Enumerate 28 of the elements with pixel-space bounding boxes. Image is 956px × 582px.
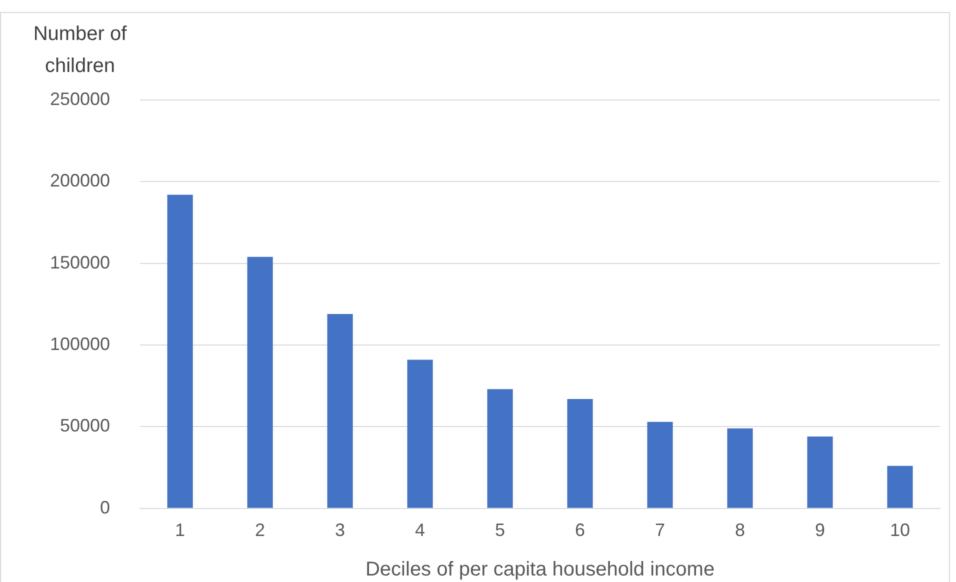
bar bbox=[887, 466, 913, 508]
bar bbox=[807, 436, 833, 508]
x-tick-label: 6 bbox=[575, 520, 586, 540]
bar bbox=[407, 360, 433, 508]
y-tick-label: 50000 bbox=[60, 416, 110, 436]
x-tick-label: 1 bbox=[175, 520, 186, 540]
bar bbox=[647, 422, 673, 508]
y-tick-label: 0 bbox=[100, 497, 110, 518]
x-tick-label: 4 bbox=[415, 520, 426, 540]
x-tick-label: 5 bbox=[495, 520, 506, 540]
y-axis-title: Number of children bbox=[32, 22, 128, 79]
y-tick-label: 200000 bbox=[50, 170, 110, 191]
x-tick-label: 9 bbox=[815, 520, 826, 540]
x-axis-title: Deciles of per capita household income bbox=[365, 558, 715, 581]
x-tick-label: 8 bbox=[735, 520, 746, 540]
y-tick-label: 100000 bbox=[50, 334, 110, 354]
x-tick-label: 2 bbox=[255, 520, 266, 540]
bar bbox=[247, 256, 273, 508]
bar bbox=[327, 314, 353, 508]
x-tick-label: 10 bbox=[890, 520, 910, 540]
x-tick-label: 7 bbox=[655, 520, 666, 540]
y-tick-label: 250000 bbox=[50, 88, 110, 109]
bar bbox=[167, 194, 193, 508]
bar bbox=[727, 428, 753, 508]
bar bbox=[487, 389, 513, 508]
bar bbox=[567, 398, 593, 508]
x-tick-label: 3 bbox=[335, 520, 346, 540]
y-tick-label: 150000 bbox=[50, 252, 110, 272]
